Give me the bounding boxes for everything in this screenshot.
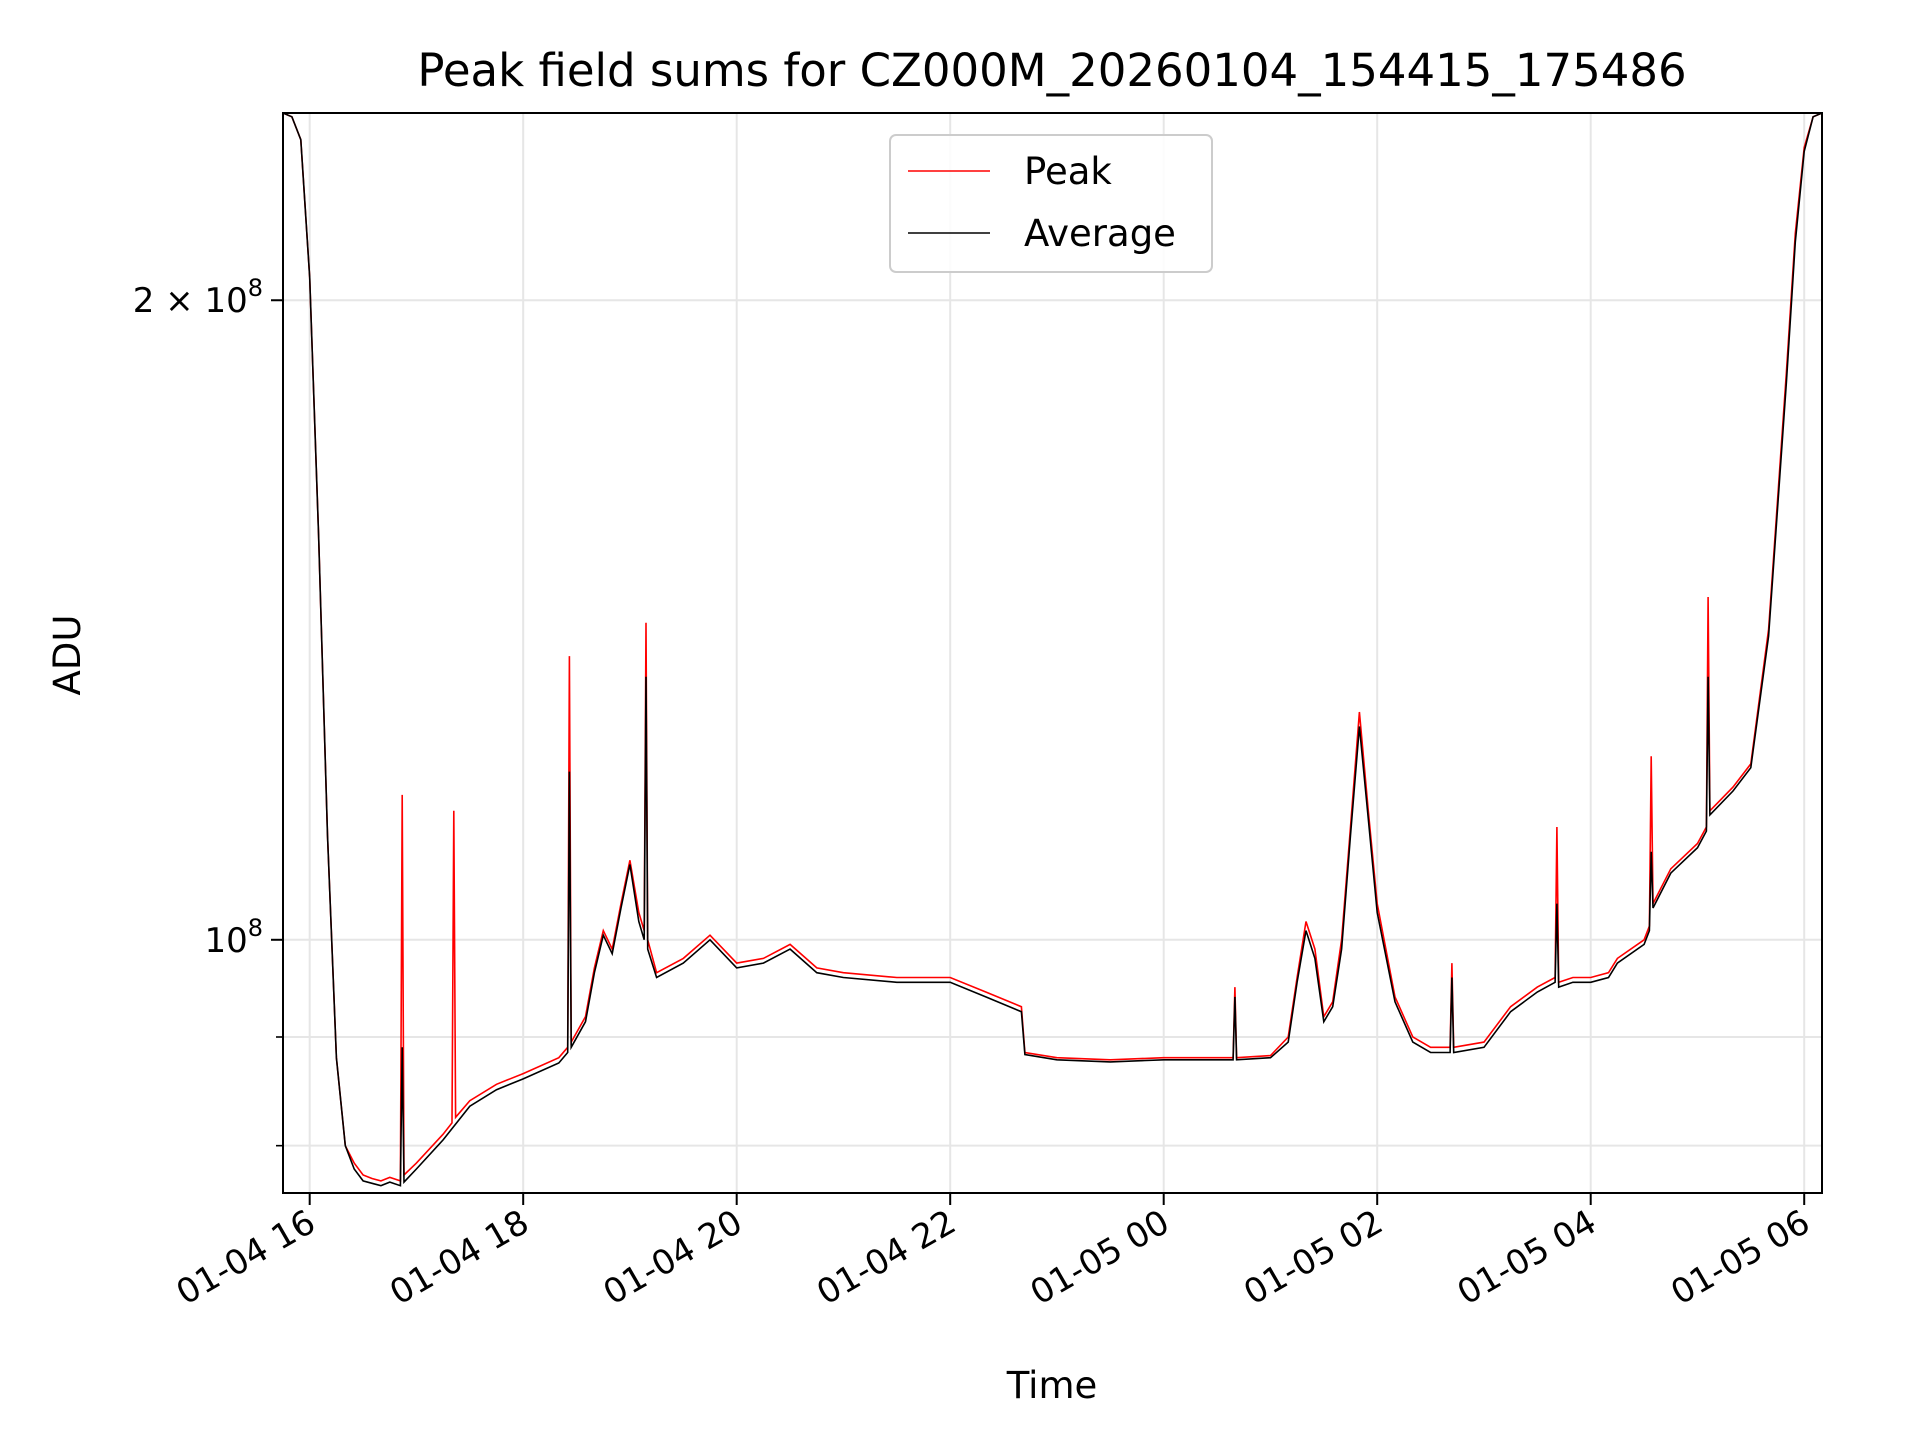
y-tick-label-base: 2 × 10 <box>133 281 248 321</box>
y-tick-label: 108 <box>204 914 263 961</box>
x-tick-label: 01-05 02 <box>1237 1202 1389 1313</box>
legend-label-average: Average <box>1024 212 1176 255</box>
grid <box>283 113 1822 1193</box>
x-axis-label: Time <box>1006 1364 1098 1407</box>
y-axis-label: ADU <box>46 615 89 696</box>
x-tick-label: 01-04 22 <box>810 1202 962 1313</box>
legend-box <box>889 134 1213 273</box>
y-tick-label: 2 × 108 <box>133 274 263 321</box>
series-line-average <box>282 112 1823 1187</box>
x-axis-ticks: 01-04 16 01-04 18 01-04 20 01-04 22 01-05 00… <box>170 1193 1817 1313</box>
x-tick-label: 01-04 16 <box>170 1202 322 1313</box>
y-tick-label-exponent: 8 <box>248 914 263 942</box>
chart-title: Peak field sums for CZ000M_20260104_1544… <box>417 44 1686 97</box>
series-lines <box>282 112 1823 1187</box>
x-tick-label: 01-05 04 <box>1451 1202 1603 1313</box>
x-tick-label: 01-04 20 <box>597 1202 749 1313</box>
y-tick-label-base: 10 <box>204 921 247 961</box>
plot-frame <box>282 112 1823 1194</box>
legend-label-peak: Peak <box>1024 150 1112 193</box>
series-line-peak <box>282 112 1823 1183</box>
x-tick-label: 01-04 18 <box>383 1202 535 1313</box>
x-tick-label: 01-05 06 <box>1664 1202 1816 1313</box>
legend: Peak Average <box>889 134 1213 273</box>
x-tick-label: 01-05 00 <box>1024 1202 1176 1313</box>
y-tick-label-exponent: 8 <box>248 274 263 302</box>
